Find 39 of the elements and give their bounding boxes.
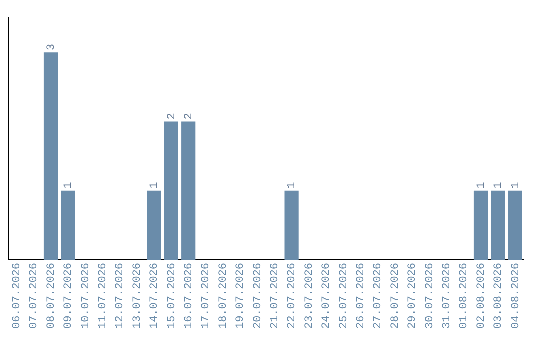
- x-tick-label: 22.07.2026: [286, 262, 299, 330]
- data-label: 1: [286, 182, 299, 189]
- x-tick-label: 06.07.2026: [12, 262, 24, 330]
- x-tick-label: 25.07.2026: [338, 262, 350, 330]
- data-label: 1: [510, 182, 522, 189]
- data-label: 1: [493, 182, 506, 189]
- data-label: 1: [63, 182, 76, 189]
- data-label: 1: [476, 182, 488, 189]
- x-tick-label: 31.07.2026: [442, 262, 454, 330]
- x-tick-label: 08.07.2026: [46, 262, 58, 330]
- x-tick-label: 30.07.2026: [424, 262, 436, 330]
- x-tick-label: 11.07.2026: [98, 262, 110, 330]
- x-tick-label: 26.07.2026: [356, 262, 368, 330]
- x-tick-label: 20.07.2026: [252, 262, 264, 330]
- x-tick-label: 03.08.2026: [493, 262, 506, 330]
- x-tick-label: 23.07.2026: [304, 262, 316, 330]
- x-tick-label: 24.07.2026: [321, 262, 334, 330]
- x-tick-label: 13.07.2026: [132, 262, 144, 330]
- x-tick-label: 15.07.2026: [166, 262, 178, 330]
- data-label: 3: [46, 44, 58, 51]
- data-label: 2: [166, 113, 178, 120]
- x-tick-label: 02.08.2026: [476, 262, 488, 330]
- x-tick-label: 21.07.2026: [270, 262, 282, 330]
- x-tick-label: 07.07.2026: [28, 262, 41, 330]
- x-tick-label: 29.07.2026: [407, 262, 420, 330]
- x-tick-label: 10.07.2026: [80, 262, 92, 330]
- x-tick-label: 28.07.2026: [390, 262, 402, 330]
- x-tick-label: 14.07.2026: [149, 262, 162, 330]
- x-tick-label: 27.07.2026: [372, 262, 385, 330]
- x-tick-label: 09.07.2026: [63, 262, 76, 330]
- x-tick-label: 17.07.2026: [200, 262, 213, 330]
- x-tick-label: 18.07.2026: [218, 262, 230, 330]
- x-tick-label: 01.08.2026: [458, 262, 471, 330]
- x-tick-label: 04.08.2026: [510, 262, 522, 330]
- x-tick-label: 16.07.2026: [184, 262, 196, 330]
- data-label: 1: [149, 182, 162, 189]
- x-tick-label: 19.07.2026: [235, 262, 248, 330]
- data-label: 2: [184, 113, 196, 120]
- x-tick-label: 12.07.2026: [114, 262, 127, 330]
